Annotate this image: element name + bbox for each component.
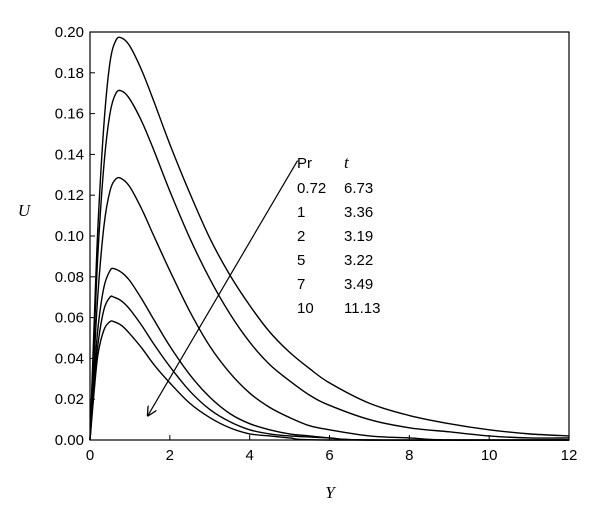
y-tick-label: 0.08 (55, 269, 84, 286)
increasing-pr-arrow (148, 160, 299, 416)
series-curve-1 (89, 36, 570, 441)
y-tick-label: 0.06 (55, 310, 84, 327)
x-tick-label: 10 (481, 447, 498, 464)
series-curves (89, 36, 570, 441)
legend-pr-value: 5 (297, 252, 305, 269)
series-curve-6 (89, 320, 570, 441)
y-tick-label: 0.00 (55, 432, 84, 449)
series-curve-5 (89, 295, 570, 441)
x-tick-label: 4 (245, 447, 253, 464)
y-tick-label: 0.10 (55, 228, 84, 245)
series-curve-4 (89, 267, 570, 441)
legend-pr-value: 2 (297, 228, 305, 245)
legend-t-value: 3.22 (344, 252, 373, 269)
legend-pr-value: 10 (297, 300, 314, 317)
x-tick-label: 6 (325, 447, 333, 464)
x-tick-label: 2 (166, 447, 174, 464)
y-axis-ticks: 0.00 0.02 0.04 0.06 0.08 0.10 0.12 0.14 0.16 0.18… (55, 24, 95, 449)
y-tick-label: 0.12 (55, 187, 84, 204)
legend-header-t: t (344, 153, 350, 172)
plot-frame (89, 31, 570, 441)
y-tick-label: 0.04 (55, 350, 84, 367)
y-tick-label: 0.16 (55, 106, 84, 123)
legend-t-value: 3.49 (344, 276, 373, 293)
series-curve-2 (89, 89, 570, 441)
legend-t-value: 3.36 (344, 204, 373, 221)
y-tick-label: 0.20 (55, 24, 84, 41)
legend: Pr t 0.72 6.73 1 3.36 2 3.19 5 3.22 7 3.49 10 11.13 (297, 153, 380, 317)
legend-t-value: 11.13 (344, 300, 380, 317)
x-axis-ticks: 0 2 4 6 8 10 12 (86, 435, 578, 464)
legend-pr-value: 7 (297, 276, 305, 293)
legend-header-pr: Pr (297, 155, 312, 172)
x-tick-label: 8 (405, 447, 413, 464)
y-axis-title: U (18, 201, 32, 220)
series-curve-3 (89, 176, 570, 441)
y-tick-label: 0.18 (55, 65, 84, 82)
legend-t-value: 6.73 (344, 180, 373, 197)
x-axis-title: Y (325, 483, 336, 502)
legend-pr-value: 1 (297, 204, 305, 221)
x-tick-label: 0 (86, 447, 94, 464)
legend-t-value: 3.19 (344, 228, 373, 245)
y-tick-label: 0.02 (55, 391, 84, 408)
y-tick-label: 0.14 (55, 146, 84, 163)
legend-pr-value: 0.72 (297, 180, 326, 197)
x-tick-label: 12 (561, 447, 578, 464)
